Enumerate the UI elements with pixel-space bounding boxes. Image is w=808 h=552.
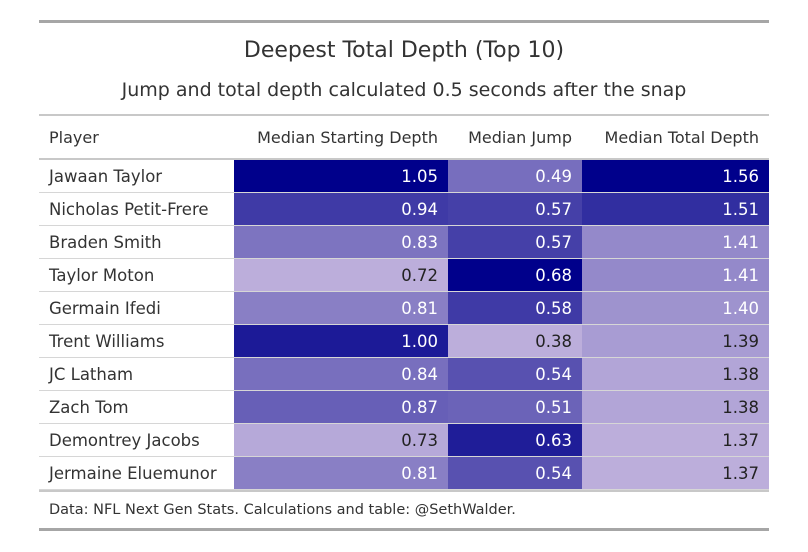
column-header-total-depth: Median Total Depth bbox=[582, 116, 769, 160]
starting-depth-cell: 0.81 bbox=[234, 456, 448, 490]
player-name-cell: Jawaan Taylor bbox=[39, 159, 234, 193]
table-row: Trent Williams 1.00 0.38 1.39 bbox=[39, 324, 769, 358]
table-row: Braden Smith 0.83 0.57 1.41 bbox=[39, 225, 769, 259]
table-row: Nicholas Petit-Frere 0.94 0.57 1.51 bbox=[39, 192, 769, 226]
starting-depth-cell: 1.00 bbox=[234, 324, 448, 358]
player-name-cell: Demontrey Jacobs bbox=[39, 423, 234, 457]
column-header-jump: Median Jump bbox=[448, 116, 582, 160]
header-rule bbox=[39, 114, 769, 116]
total-depth-cell: 1.38 bbox=[582, 390, 769, 424]
player-name-cell: Zach Tom bbox=[39, 390, 234, 424]
total-depth-cell: 1.51 bbox=[582, 192, 769, 226]
player-name-cell: Taylor Moton bbox=[39, 258, 234, 292]
jump-cell: 0.54 bbox=[448, 456, 582, 490]
source-note: Data: NFL Next Gen Stats. Calculations a… bbox=[49, 502, 516, 518]
table-row: Germain Ifedi 0.81 0.58 1.40 bbox=[39, 291, 769, 325]
total-depth-cell: 1.38 bbox=[582, 357, 769, 391]
table-row: Jawaan Taylor 1.05 0.49 1.56 bbox=[39, 159, 769, 193]
jump-cell: 0.38 bbox=[448, 324, 582, 358]
jump-cell: 0.57 bbox=[448, 225, 582, 259]
jump-cell: 0.68 bbox=[448, 258, 582, 292]
total-depth-cell: 1.37 bbox=[582, 423, 769, 457]
jump-cell: 0.63 bbox=[448, 423, 582, 457]
bottom-rule bbox=[39, 528, 769, 531]
jump-cell: 0.54 bbox=[448, 357, 582, 391]
jump-cell: 0.57 bbox=[448, 192, 582, 226]
starting-depth-cell: 0.81 bbox=[234, 291, 448, 325]
player-name-cell: Braden Smith bbox=[39, 225, 234, 259]
top-rule bbox=[39, 20, 769, 23]
jump-cell: 0.58 bbox=[448, 291, 582, 325]
table-title: Deepest Total Depth (Top 10) bbox=[243, 38, 565, 63]
table-row: Demontrey Jacobs 0.73 0.63 1.37 bbox=[39, 423, 769, 457]
table-row: JC Latham 0.84 0.54 1.38 bbox=[39, 357, 769, 391]
player-name-cell: Nicholas Petit-Frere bbox=[39, 192, 234, 226]
starting-depth-cell: 0.84 bbox=[234, 357, 448, 391]
starting-depth-cell: 0.73 bbox=[234, 423, 448, 457]
jump-cell: 0.51 bbox=[448, 390, 582, 424]
data-table: Player Median Starting Depth Median Jump… bbox=[39, 116, 769, 490]
player-name-cell: Jermaine Eluemunor bbox=[39, 456, 234, 490]
starting-depth-cell: 0.87 bbox=[234, 390, 448, 424]
starting-depth-cell: 1.05 bbox=[234, 159, 448, 193]
player-name-cell: Germain Ifedi bbox=[39, 291, 234, 325]
player-name-cell: Trent Williams bbox=[39, 324, 234, 358]
column-header-starting-depth: Median Starting Depth bbox=[234, 116, 448, 160]
table-subtitle: Jump and total depth calculated 0.5 seco… bbox=[121, 79, 687, 101]
player-name-cell: JC Latham bbox=[39, 357, 234, 391]
table-row: Zach Tom 0.87 0.51 1.38 bbox=[39, 390, 769, 424]
table-container: Deepest Total Depth (Top 10) Jump and to… bbox=[39, 20, 769, 531]
total-depth-cell: 1.41 bbox=[582, 258, 769, 292]
starting-depth-cell: 0.83 bbox=[234, 225, 448, 259]
table-row: Taylor Moton 0.72 0.68 1.41 bbox=[39, 258, 769, 292]
total-depth-cell: 1.37 bbox=[582, 456, 769, 490]
jump-cell: 0.49 bbox=[448, 159, 582, 193]
table-body: Jawaan Taylor 1.05 0.49 1.56 Nicholas Petit-… bbox=[39, 159, 769, 490]
total-depth-cell: 1.41 bbox=[582, 225, 769, 259]
total-depth-cell: 1.39 bbox=[582, 324, 769, 358]
footer-rule bbox=[39, 490, 769, 492]
header-row: Player Median Starting Depth Median Jump… bbox=[39, 116, 769, 160]
total-depth-cell: 1.40 bbox=[582, 291, 769, 325]
column-header-player: Player bbox=[39, 116, 234, 160]
table-row: Jermaine Eluemunor 0.81 0.54 1.37 bbox=[39, 456, 769, 490]
starting-depth-cell: 0.72 bbox=[234, 258, 448, 292]
starting-depth-cell: 0.94 bbox=[234, 192, 448, 226]
total-depth-cell: 1.56 bbox=[582, 159, 769, 193]
